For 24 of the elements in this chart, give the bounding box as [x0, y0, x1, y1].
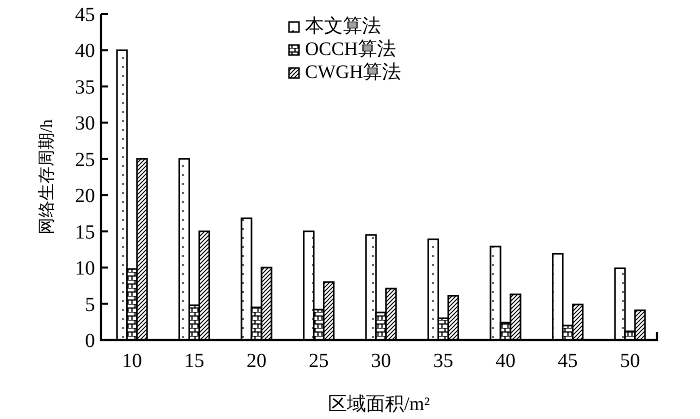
y-tick-label: 5	[85, 294, 95, 316]
x-tick-label: 10	[122, 350, 142, 372]
x-tick-label: 40	[496, 350, 516, 372]
x-tick-label: 30	[371, 350, 391, 372]
y-tick-label: 30	[75, 112, 95, 135]
x-tick-label: 20	[246, 350, 266, 372]
x-tick-label: 15	[184, 350, 204, 372]
y-tick-label: 25	[75, 148, 95, 171]
x-tick-label: 25	[308, 350, 329, 372]
y-tick-label: 0	[85, 330, 95, 352]
y-axis-title: 网络生存周期/h	[37, 118, 56, 235]
y-tick-label: 40	[75, 40, 95, 62]
y-tick-label: 45	[75, 4, 95, 26]
y-tick-label: 35	[75, 76, 95, 98]
y-tick-label: 15	[75, 221, 95, 244]
x-tick-label: 50	[620, 350, 640, 372]
y-tick-label: 10	[75, 258, 95, 280]
legend-label: OCCH算法	[305, 39, 396, 60]
legend-label: 本文算法	[305, 16, 381, 37]
x-tick-label: 35	[433, 350, 454, 372]
y-tick-label: 20	[75, 185, 95, 208]
x-tick-label: 45	[558, 350, 578, 372]
x-axis-title: 区域面积/m²	[328, 394, 430, 415]
legend-label: CWGH算法	[305, 62, 402, 83]
